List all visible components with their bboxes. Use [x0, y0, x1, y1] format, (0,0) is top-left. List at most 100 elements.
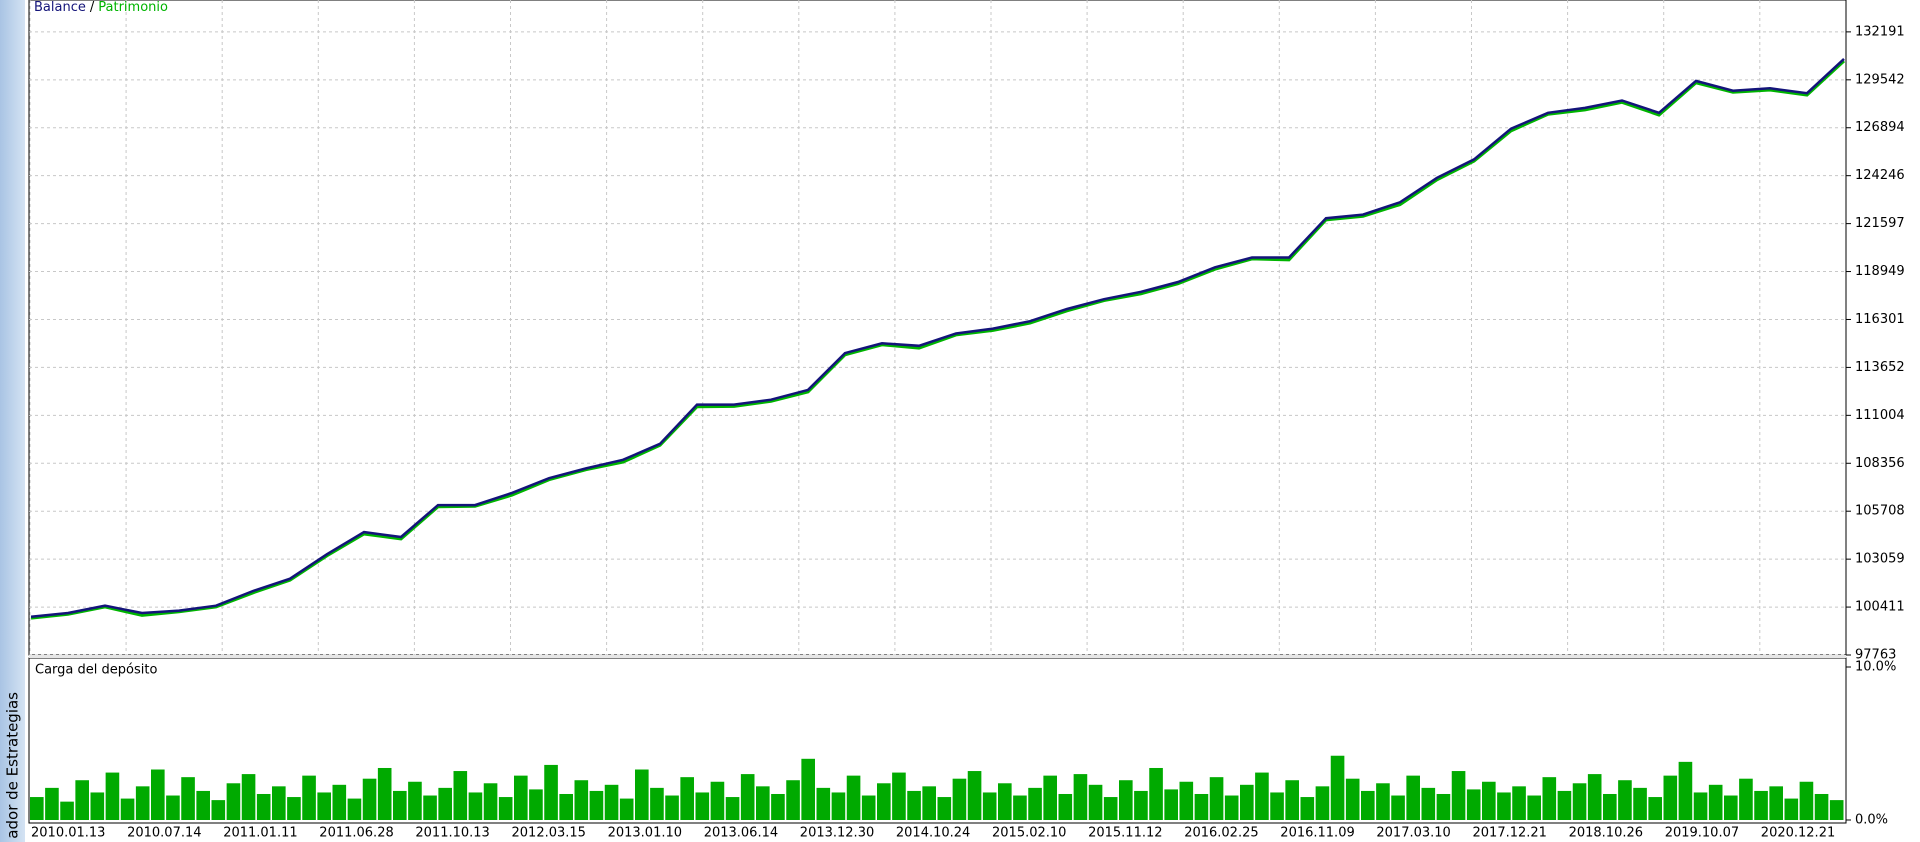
bar	[1300, 797, 1315, 820]
bar	[105, 772, 120, 820]
bar	[256, 793, 271, 820]
bar	[650, 787, 664, 820]
y-tick-label: 100411	[1855, 600, 1905, 615]
bar	[211, 800, 226, 820]
bar	[1119, 780, 1133, 820]
bar	[302, 775, 316, 820]
bar	[1724, 795, 1738, 820]
bar	[907, 790, 921, 820]
bar	[1557, 790, 1572, 820]
y-tick-label: 10.0%	[1855, 660, 1896, 675]
bar	[1315, 786, 1330, 820]
bar	[498, 797, 513, 820]
y-tick-label: 113652	[1855, 360, 1905, 375]
legend-separator: /	[90, 0, 95, 15]
bar	[1587, 774, 1602, 820]
bar	[408, 781, 422, 820]
bar	[1013, 795, 1027, 820]
sidebar	[0, 0, 25, 842]
y-tick-label: 121597	[1855, 216, 1905, 231]
bar	[1497, 792, 1511, 820]
x-tick-label: 2018.10.26	[1569, 826, 1643, 841]
bar	[287, 797, 301, 820]
bar	[1134, 790, 1148, 820]
bar	[1663, 775, 1678, 820]
bar	[1693, 792, 1708, 820]
x-tick-label: 2014.10.24	[896, 826, 970, 841]
bar	[332, 784, 347, 820]
bar	[1224, 795, 1239, 820]
bar	[619, 798, 634, 820]
bar	[635, 769, 649, 820]
bar	[468, 792, 483, 820]
x-tick-label: 2011.06.28	[319, 826, 393, 841]
bar	[1361, 790, 1375, 820]
bar	[695, 792, 710, 820]
bar	[831, 792, 846, 820]
bar	[1421, 787, 1436, 820]
bar	[589, 790, 604, 820]
bar	[30, 797, 44, 820]
bar	[665, 795, 679, 820]
bar	[710, 781, 725, 820]
bar	[514, 775, 528, 820]
bar	[483, 783, 498, 820]
bar	[604, 784, 619, 820]
bar	[574, 780, 589, 820]
bar	[151, 769, 165, 820]
bar	[1466, 789, 1481, 820]
bar	[120, 798, 135, 820]
bar	[272, 786, 286, 820]
y-tick-label: 129542	[1855, 72, 1905, 87]
bar	[680, 777, 694, 820]
legend-entry: Patrimonio	[98, 0, 168, 15]
bar	[1814, 793, 1829, 820]
x-tick-label: 2012.03.15	[512, 826, 586, 841]
bar	[362, 778, 377, 820]
bar	[892, 772, 906, 820]
bar	[1829, 800, 1844, 820]
bar	[1769, 786, 1783, 820]
bar	[1436, 793, 1451, 820]
load-panel: Carga del depósito 10.0% 0.0% 2010.01.13 201…	[28, 657, 1896, 841]
bar	[1240, 784, 1254, 820]
bar	[1073, 774, 1088, 820]
bar	[1512, 786, 1526, 820]
bar	[90, 792, 105, 820]
bar	[801, 758, 815, 820]
bar	[877, 783, 891, 820]
bar	[135, 786, 150, 820]
bar	[1633, 787, 1647, 820]
bar	[771, 793, 785, 820]
x-tick-label: 2019.10.07	[1665, 826, 1739, 841]
y-tick-label: 103059	[1855, 552, 1905, 567]
bar	[226, 783, 241, 820]
bar	[1784, 798, 1799, 820]
bar	[937, 797, 952, 820]
bar	[1391, 795, 1405, 820]
bar	[1164, 789, 1178, 820]
bar	[1376, 783, 1390, 820]
sidebar-label: ador de Estrategias	[4, 692, 22, 839]
bar	[756, 786, 770, 820]
bar	[1028, 787, 1042, 820]
x-tick-label: 2020.12.21	[1761, 826, 1835, 841]
x-tick-label: 2011.10.13	[415, 826, 489, 841]
bar	[967, 771, 982, 820]
x-tick-label: 2016.11.09	[1280, 826, 1354, 841]
x-tick-label: 2015.11.12	[1088, 826, 1162, 841]
bar	[453, 771, 468, 820]
bar	[423, 795, 437, 820]
y-tick-label: 111004	[1855, 408, 1905, 423]
bar	[1103, 797, 1118, 820]
bar	[1603, 793, 1617, 820]
bar	[1406, 775, 1420, 820]
series-line	[30, 57, 1845, 618]
bar	[846, 775, 861, 820]
y-tick-label: 118949	[1855, 264, 1905, 279]
bar	[1739, 778, 1753, 820]
x-tick-label: 2013.01.10	[608, 826, 682, 841]
x-tick-label: 2010.01.13	[31, 826, 105, 841]
panel-gap	[29, 655, 1846, 658]
bar	[1754, 790, 1768, 820]
